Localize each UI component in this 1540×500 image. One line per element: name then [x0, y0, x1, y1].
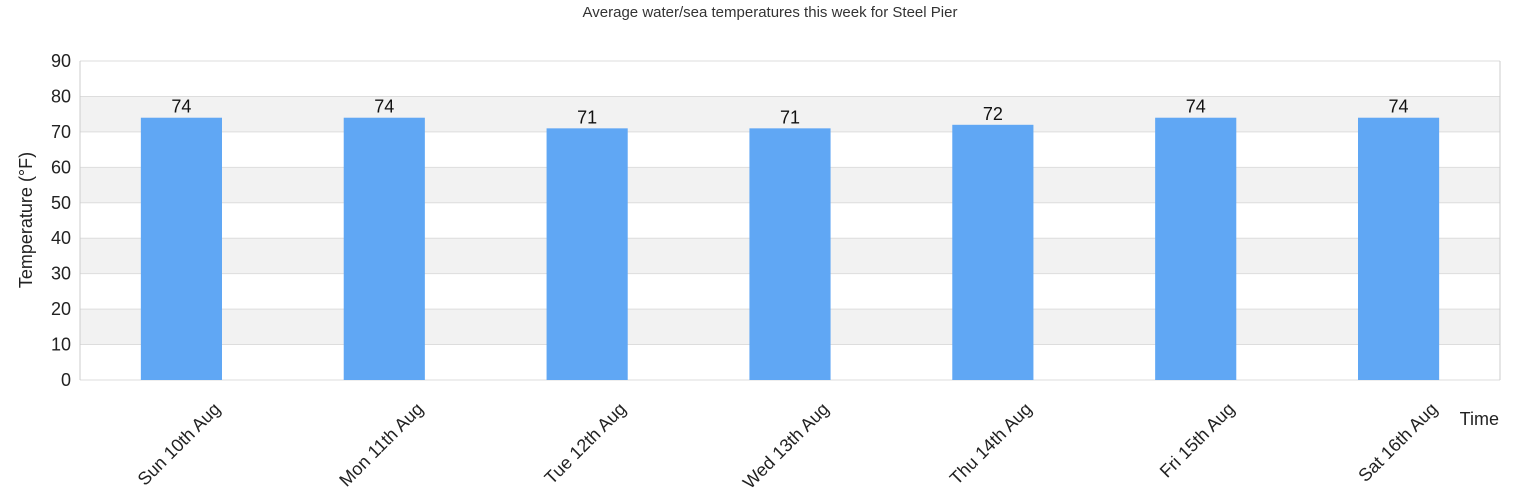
bar-value-label: 72: [983, 104, 1003, 124]
bar-value-label: 71: [780, 107, 800, 127]
x-tick-label: Wed 13th Aug: [739, 399, 833, 493]
bar-value-label: 74: [171, 97, 191, 117]
x-tick-label: Mon 11th Aug: [335, 399, 427, 491]
bar-value-label: 74: [1186, 97, 1206, 117]
data-labels: 74 74 71 71 72 74 74: [171, 97, 1408, 128]
bar: [1358, 117, 1440, 380]
x-tick-label: Thu 14th Aug: [946, 399, 1036, 489]
y-tick-label: 20: [51, 299, 71, 319]
y-tick-label: 40: [51, 228, 71, 248]
chart-title: Average water/sea temperatures this week…: [583, 4, 958, 21]
x-tick-label: Sun 10th Aug: [134, 399, 225, 490]
y-tick-label: 70: [51, 122, 71, 142]
x-tick-label: Sat 16th Aug: [1354, 399, 1441, 486]
bars: [140, 117, 1440, 380]
x-tick-label: Tue 12th Aug: [541, 399, 630, 488]
bar-value-label: 74: [1389, 97, 1409, 117]
y-tick-label: 0: [61, 370, 71, 390]
bar: [749, 128, 831, 380]
y-tick-label: 60: [51, 157, 71, 177]
bar: [140, 117, 222, 380]
bar: [952, 124, 1034, 380]
bar-value-label: 71: [577, 107, 597, 127]
grid-band: [80, 96, 1500, 132]
x-tick-label: Fri 15th Aug: [1156, 399, 1239, 482]
bar: [546, 128, 628, 380]
y-tick-label: 50: [51, 193, 71, 213]
x-axis-ticks: Sun 10th Aug Mon 11th Aug Tue 12th Aug Wed …: [134, 399, 1442, 493]
y-tick-label: 30: [51, 264, 71, 284]
bar: [1155, 117, 1237, 380]
y-tick-label: 90: [51, 51, 71, 71]
y-tick-label: 10: [51, 335, 71, 355]
bar: [343, 117, 425, 380]
bar-value-label: 74: [374, 97, 394, 117]
y-axis-ticks: 0 10 20 30 40 50 60 70 80 90: [51, 51, 71, 390]
x-axis-label: Time: [1460, 409, 1499, 429]
y-tick-label: 80: [51, 86, 71, 106]
y-axis-label: Temperature (°F): [16, 152, 36, 288]
